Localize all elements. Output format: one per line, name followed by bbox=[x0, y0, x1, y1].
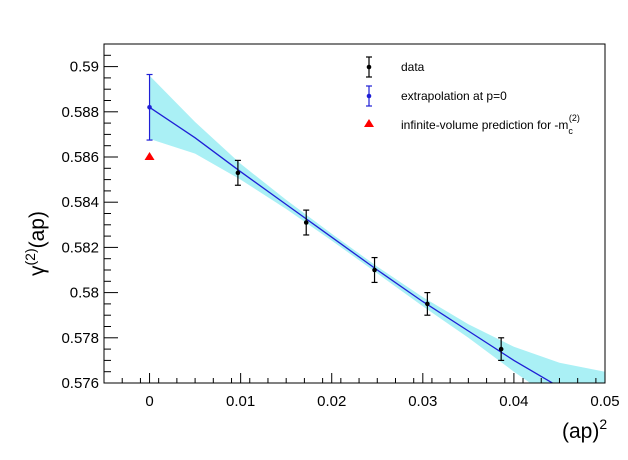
data-point bbox=[372, 267, 377, 273]
data-point bbox=[235, 170, 241, 176]
legend-entry-extrapolation: extrapolation at p=0 bbox=[366, 85, 507, 107]
x-axis-ticks: 0 0.01 0.02 0.03 0.04 0.05 bbox=[103, 373, 620, 410]
x-axis-label: (ap)2 bbox=[562, 416, 607, 443]
x-tick-label: 0.05 bbox=[590, 393, 619, 410]
data-point bbox=[425, 301, 430, 307]
legend-prediction-superscript: (2) bbox=[569, 113, 580, 123]
fit-curve-layer bbox=[149, 106, 554, 383]
prediction-point bbox=[144, 152, 155, 160]
plot-frame bbox=[103, 43, 606, 384]
x-axis-label-superscript: 2 bbox=[599, 416, 607, 432]
x-tick-label: 0.04 bbox=[499, 393, 528, 410]
y-axis-label: γ(2)(ap) bbox=[22, 211, 49, 276]
data-point bbox=[498, 346, 504, 352]
y-tick-label: 0.576 bbox=[61, 375, 99, 392]
x-tick-label: 0.01 bbox=[226, 393, 255, 410]
y-tick-label: 0.588 bbox=[61, 104, 99, 121]
y-tick-label: 0.59 bbox=[70, 59, 99, 76]
y-tick-label: 0.586 bbox=[61, 149, 99, 166]
y-tick-label: 0.584 bbox=[61, 194, 99, 211]
data-points-layer bbox=[144, 73, 505, 361]
y-axis-label-superscript: (2) bbox=[22, 248, 38, 265]
legend-data-marker bbox=[366, 64, 372, 70]
y-tick-label: 0.578 bbox=[61, 330, 99, 347]
legend-prediction-label: infinite-volume prediction for -mc(2) bbox=[401, 113, 580, 136]
y-axis-ticks: 0.576 0.578 0.58 0.582 0.584 0.586 0.588 0.59 bbox=[61, 43, 118, 392]
y-tick-label: 0.582 bbox=[61, 239, 99, 256]
data-point bbox=[303, 220, 309, 225]
extrapolation-point bbox=[147, 104, 152, 110]
legend-entry-prediction: infinite-volume prediction for -mc(2) bbox=[364, 113, 580, 136]
legend-extrapolation-marker bbox=[366, 93, 372, 99]
legend-prediction-subscript: c bbox=[568, 126, 573, 136]
fit-curve bbox=[149, 106, 554, 383]
y-tick-label: 0.58 bbox=[70, 285, 99, 302]
legend-entry-data: data bbox=[366, 56, 425, 78]
x-tick-label: 0 bbox=[145, 393, 153, 410]
legend-data-label: data bbox=[401, 60, 425, 74]
legend: data extrapolation at p=0 infinite-volum… bbox=[364, 56, 580, 136]
legend-prediction-marker bbox=[364, 119, 374, 127]
x-tick-label: 0.03 bbox=[408, 393, 437, 410]
x-tick-label: 0.02 bbox=[317, 393, 346, 410]
legend-extrapolation-label: extrapolation at p=0 bbox=[401, 89, 507, 103]
